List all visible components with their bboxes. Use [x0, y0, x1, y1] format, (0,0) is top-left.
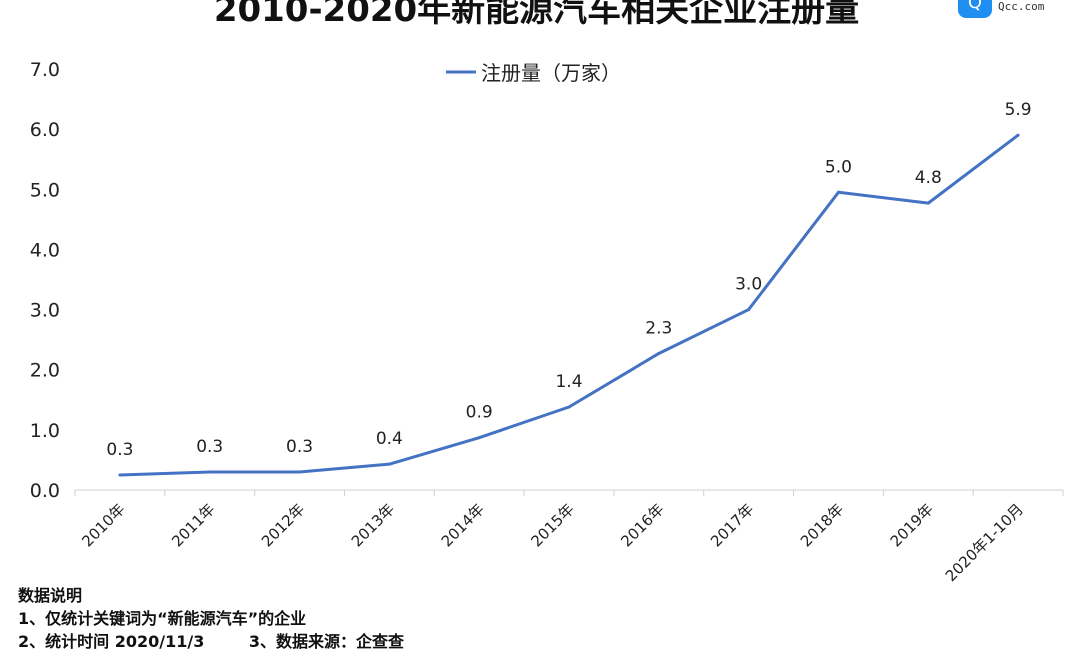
data-label: 4.8 — [915, 168, 942, 188]
x-tick-label: 2010年 — [78, 500, 128, 550]
data-label: 0.3 — [106, 440, 133, 460]
x-tick-label: 2018年 — [797, 500, 847, 550]
logo-text: Qcc.com — [998, 0, 1045, 13]
data-point — [118, 473, 122, 477]
x-tick-label: 2016年 — [617, 500, 667, 550]
data-label: 2.3 — [645, 318, 672, 338]
x-tick-label: 2015年 — [527, 500, 577, 550]
legend-label: 注册量（万家） — [481, 61, 621, 85]
x-tick-label: 2020年1-10月 — [942, 500, 1027, 585]
x-tick-label: 2011年 — [168, 500, 218, 550]
series-line — [119, 133, 1019, 477]
y-tick-label: 1.0 — [30, 420, 60, 442]
data-label: 1.4 — [555, 372, 582, 392]
data-point — [387, 462, 391, 466]
data-point — [836, 190, 840, 194]
y-tick-label: 3.0 — [30, 300, 60, 322]
data-notes: 数据说明 1、仅统计关键词为“新能源汽车”的企业 2、统计时间 2020/11/3 … — [18, 584, 404, 653]
notes-line-1: 1、仅统计关键词为“新能源汽车”的企业 — [18, 609, 307, 628]
x-tick-label: 2017年 — [707, 500, 757, 550]
data-point — [477, 436, 481, 440]
data-label: 0.9 — [466, 403, 493, 423]
data-label: 0.3 — [286, 437, 313, 457]
notes-heading: 数据说明 — [18, 586, 83, 605]
data-label: 3.0 — [735, 275, 762, 295]
data-point — [1016, 133, 1020, 137]
qcc-logo-icon: Q — [958, 0, 992, 18]
data-point — [567, 405, 571, 409]
data-point — [926, 201, 930, 205]
qcc-logo: Q Qcc.com — [958, 0, 1044, 18]
data-label: 0.4 — [376, 429, 403, 449]
y-tick-label: 4.0 — [30, 239, 60, 261]
y-tick-label: 2.0 — [30, 360, 60, 382]
x-tick-label: 2012年 — [258, 500, 308, 550]
notes-line-2: 2、统计时间 2020/11/3 3、数据来源：企查查 — [18, 632, 405, 651]
x-tick-label: 2014年 — [438, 500, 488, 550]
data-point — [208, 470, 212, 474]
x-tick-label: 2019年 — [887, 500, 937, 550]
y-tick-label: 5.0 — [30, 179, 60, 201]
data-point — [298, 470, 302, 474]
data-label: 5.9 — [1005, 100, 1032, 120]
y-tick-label: 0.0 — [30, 480, 60, 502]
data-label: 5.0 — [825, 157, 852, 177]
legend: 注册量（万家） — [446, 61, 621, 85]
data-label: 0.3 — [196, 437, 223, 457]
x-tick-label: 2013年 — [348, 500, 398, 550]
chart-title: 2010-2020年新能源汽车相关企业注册量 — [213, 0, 860, 30]
y-tick-label: 6.0 — [30, 119, 60, 141]
y-tick-label: 7.0 — [30, 59, 60, 81]
data-point — [657, 351, 661, 355]
data-point — [747, 308, 751, 312]
